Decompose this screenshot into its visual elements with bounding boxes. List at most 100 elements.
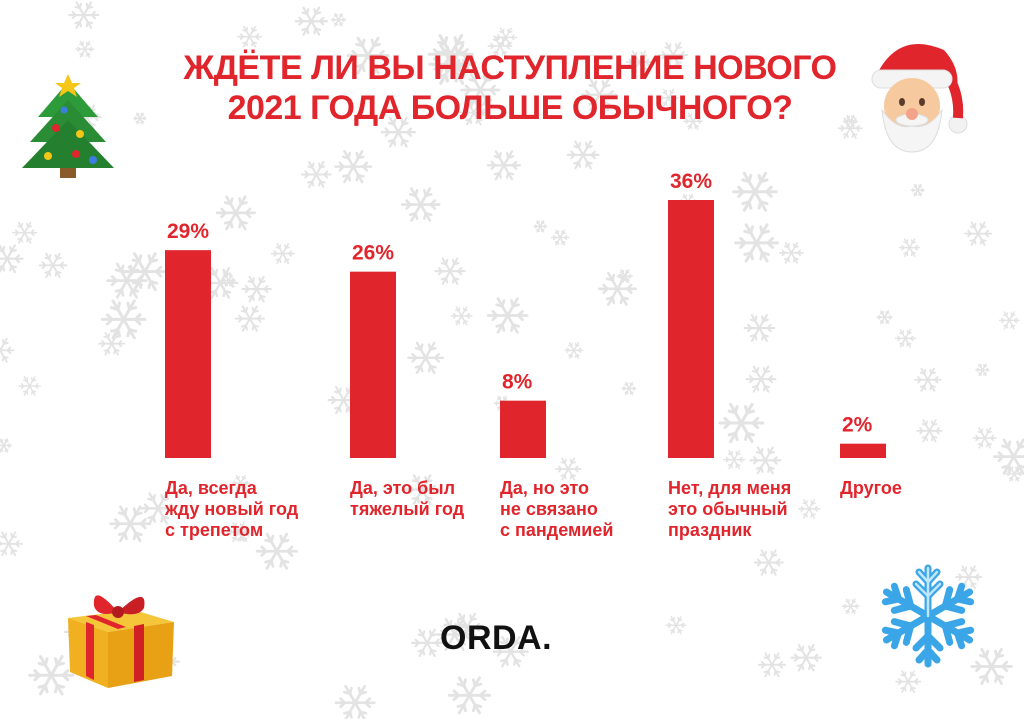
snowflake-pattern-icon	[270, 243, 295, 265]
snowflake-pattern-icon	[732, 171, 778, 212]
category-label-line: тяжелый год	[350, 499, 465, 519]
christmas-tree-icon	[22, 74, 114, 178]
snowflake-pattern-icon	[797, 499, 821, 519]
snowflake-pattern-icon	[993, 438, 1024, 475]
snowflake-pattern-icon	[237, 25, 263, 48]
snowflake-pattern-icon	[410, 628, 444, 658]
category-label-line: праздник	[668, 520, 752, 540]
snowflake-pattern-icon	[753, 549, 784, 576]
gift-icon	[68, 595, 174, 688]
value-label: 2%	[842, 414, 873, 437]
snowflake-pattern-icon	[580, 78, 619, 112]
snowflake-pattern-icon	[487, 35, 513, 58]
snowflake-pattern-icon	[895, 670, 922, 693]
snowflake-pattern-icon	[910, 183, 925, 197]
snowflake-icon	[872, 564, 984, 672]
chart-title: ЖДЁТЕ ЛИ ВЫ НАСТУПЛЕНИЕ НОВОГО 2021 ГОДА…	[100, 48, 920, 128]
snowflake-pattern-icon	[564, 341, 584, 359]
snowflake-pattern-icon	[380, 116, 417, 148]
snowflake-pattern-icon	[757, 652, 787, 678]
value-label: 29%	[167, 220, 209, 243]
bar	[668, 200, 714, 458]
title-line-1: ЖДЁТЕ ЛИ ВЫ НАСТУПЛЕНИЕ НОВОГО	[183, 49, 837, 87]
snowflake-pattern-icon	[241, 275, 272, 303]
snowflake-pattern-icon	[407, 341, 445, 374]
value-label: 26%	[352, 242, 394, 265]
title-line-2: 2021 ГОДА БОЛЬШЕ ОБЫЧНОГО?	[227, 89, 793, 127]
snowflake-pattern-icon	[330, 12, 347, 27]
value-label: 36%	[670, 170, 712, 193]
snowflake-pattern-icon	[972, 427, 997, 449]
snowflake-pattern-icon	[0, 438, 13, 453]
snowflake-pattern-icon	[734, 223, 779, 263]
snowflake-pattern-icon	[226, 521, 251, 543]
snowflake-pattern-icon	[300, 161, 332, 188]
snowflake-pattern-icon	[221, 274, 236, 287]
snowflake-pattern-icon	[400, 187, 441, 222]
category-label-line: Нет, для меня	[668, 478, 792, 498]
snowflake-pattern-icon	[122, 252, 168, 292]
snowflake-pattern-icon	[234, 305, 265, 332]
category-label-line: не связано	[500, 499, 598, 519]
snowflake-pattern-icon	[404, 474, 440, 505]
snowflake-pattern-icon	[492, 635, 529, 668]
snowflake-pattern-icon	[18, 376, 41, 396]
snowflake-pattern-icon	[255, 532, 298, 570]
snowflake-pattern-icon	[334, 684, 376, 719]
snowflake-pattern-icon	[898, 238, 921, 258]
category-label-line: жду новый год	[165, 499, 299, 519]
snowflake-pattern-icon	[460, 72, 501, 108]
snowflake-pattern-icon	[914, 367, 942, 392]
snowflake-pattern-icon	[658, 41, 689, 69]
snowflake-pattern-icon	[38, 252, 68, 278]
category-label: Да, всегда жду новый год с трепетом	[165, 478, 335, 541]
category-label-line: Да, но это	[500, 478, 589, 498]
snowflake-pattern-icon	[718, 402, 765, 444]
snowflake-pattern-icon	[294, 6, 329, 36]
snowflake-pattern-icon	[841, 598, 860, 615]
category-label-line: Другое	[840, 478, 902, 498]
category-label-line: Да, всегда	[165, 478, 257, 498]
snowflake-pattern-icon	[964, 221, 993, 246]
snowflake-pattern-icon	[0, 337, 15, 363]
snowflake-pattern-icon	[215, 195, 256, 231]
category-label-line: с пандемией	[500, 520, 614, 540]
snowflake-pattern-icon	[98, 331, 126, 356]
snowflake-pattern-icon	[749, 446, 782, 475]
category-label: Да, это был тяжелый год	[350, 478, 520, 520]
snowflake-pattern-icon	[894, 329, 916, 348]
snowflake-pattern-icon	[0, 244, 24, 274]
santa-icon	[871, 43, 968, 153]
snowflake-pattern-icon	[100, 299, 147, 340]
snowflake-pattern-icon	[12, 221, 38, 244]
snowflake-pattern-icon	[1005, 465, 1024, 482]
bar	[165, 250, 211, 458]
snowflake-pattern-icon	[427, 34, 474, 75]
snowflake-pattern-icon	[346, 36, 390, 75]
snowflake-pattern-icon	[68, 1, 100, 29]
category-label-line: Да, это был	[350, 478, 456, 498]
snowflake-pattern-icon	[723, 449, 746, 470]
snowflake-pattern-icon	[683, 112, 704, 130]
snowflake-pattern-icon	[665, 616, 687, 635]
snowflake-pattern-icon	[459, 99, 489, 126]
snowflake-pattern-icon	[970, 647, 1013, 685]
snowflake-pattern-icon	[0, 531, 23, 557]
snowflake-pattern-icon	[447, 676, 492, 715]
snowflake-pattern-icon	[109, 505, 152, 543]
snowflake-pattern-icon	[790, 643, 822, 672]
snowflake-pattern-icon	[745, 365, 777, 393]
snowflake-pattern-icon	[555, 457, 582, 481]
snowflake-pattern-icon	[334, 150, 373, 184]
snowflake-pattern-icon	[533, 220, 548, 233]
snowflake-pattern-icon	[998, 311, 1020, 330]
bar	[500, 400, 546, 458]
snowflake-pattern-icon	[916, 419, 943, 443]
snowflake-pattern-icon	[621, 381, 637, 396]
snowflake-pattern-icon	[450, 306, 473, 326]
category-label-line: это обычный	[668, 499, 788, 519]
snowflake-pattern-icon	[778, 241, 804, 264]
category-label: Да, но это не связано с пандемией	[500, 478, 670, 541]
snowflake-pattern-icon	[876, 310, 893, 325]
